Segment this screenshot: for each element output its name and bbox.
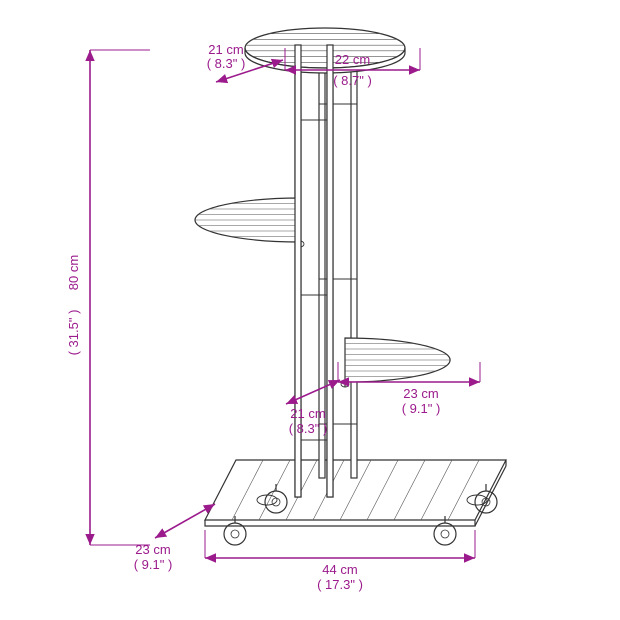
svg-text:23 cm: 23 cm: [135, 542, 170, 557]
dimension-diagram: 80 cm( 31.5" )22 cm( 8.7" )21 cm( 8.3" )…: [0, 0, 620, 620]
svg-text:( 9.1" ): ( 9.1" ): [402, 401, 441, 416]
svg-text:80 cm: 80 cm: [66, 255, 81, 290]
svg-text:( 17.3" ): ( 17.3" ): [317, 577, 363, 592]
svg-text:21 cm: 21 cm: [290, 406, 325, 421]
svg-text:44 cm: 44 cm: [322, 562, 357, 577]
svg-text:( 8.3" ): ( 8.3" ): [207, 56, 246, 71]
svg-text:23 cm: 23 cm: [403, 386, 438, 401]
product-outline: [195, 28, 506, 545]
svg-text:22 cm: 22 cm: [335, 52, 370, 67]
svg-text:( 9.1" ): ( 9.1" ): [134, 557, 173, 572]
svg-text:( 31.5" ): ( 31.5" ): [66, 310, 81, 356]
svg-text:( 8.3" ): ( 8.3" ): [289, 421, 328, 436]
svg-text:21 cm: 21 cm: [208, 42, 243, 57]
svg-text:( 8.7" ): ( 8.7" ): [333, 73, 372, 88]
dimension-lines: 80 cm( 31.5" )22 cm( 8.7" )21 cm( 8.3" )…: [66, 42, 480, 592]
